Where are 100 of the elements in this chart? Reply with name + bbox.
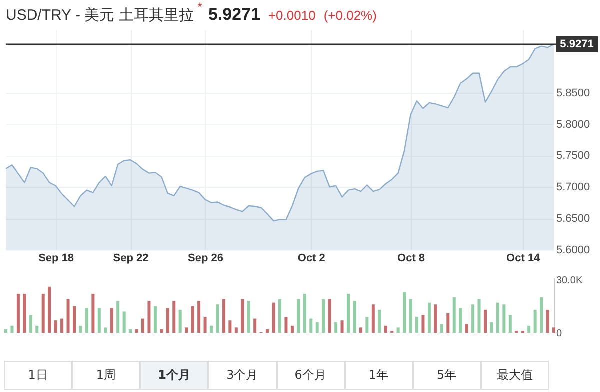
bar xyxy=(234,328,238,333)
bar xyxy=(79,326,82,333)
bar xyxy=(92,294,95,333)
bar xyxy=(347,294,350,333)
y-tick-label: 5.8500 xyxy=(556,87,590,100)
y-tick-label: 0 xyxy=(556,328,562,340)
y-tick-label: 5.8000 xyxy=(556,118,590,131)
text: 5年 xyxy=(412,361,481,390)
bar xyxy=(228,320,232,333)
text: * xyxy=(198,0,202,14)
bar xyxy=(297,299,300,333)
bar xyxy=(247,301,250,333)
bar xyxy=(272,302,276,333)
bar xyxy=(110,308,114,333)
text: 1日 xyxy=(4,361,72,390)
bar xyxy=(440,324,444,333)
bar xyxy=(452,298,456,333)
bar xyxy=(484,310,487,333)
y-tick-label: 5.6000 xyxy=(556,244,590,256)
bar xyxy=(16,294,20,333)
bar xyxy=(216,304,220,333)
bar xyxy=(478,299,481,333)
bar xyxy=(204,317,207,333)
bar xyxy=(359,328,362,333)
bar xyxy=(142,318,144,333)
bar xyxy=(166,308,170,333)
bar xyxy=(422,315,425,333)
bar xyxy=(36,326,39,333)
y-tick-label: 5.6500 xyxy=(556,213,590,226)
bar xyxy=(528,326,531,333)
bar xyxy=(540,298,544,333)
bar xyxy=(116,301,120,333)
bar xyxy=(490,322,494,333)
bar xyxy=(465,324,468,333)
bar xyxy=(403,292,406,333)
bar xyxy=(129,329,132,333)
bar xyxy=(222,299,226,333)
bar xyxy=(10,326,14,333)
bar xyxy=(508,315,512,333)
bar xyxy=(366,317,369,333)
bar xyxy=(446,313,450,333)
bar xyxy=(546,310,550,333)
bar xyxy=(353,301,356,333)
bar xyxy=(496,302,500,333)
bar xyxy=(185,328,188,333)
bar xyxy=(60,318,64,333)
bar xyxy=(210,326,213,333)
bar xyxy=(172,301,176,333)
x-tick-label: Oct 8 xyxy=(398,252,426,264)
bar xyxy=(290,326,294,333)
bar xyxy=(384,326,388,333)
text: 3个月 xyxy=(208,361,276,390)
bar xyxy=(42,294,45,333)
x-tick-label: Oct 14 xyxy=(506,252,542,264)
text: +0.0010 xyxy=(268,8,316,22)
text: 5.9271 xyxy=(208,5,260,25)
bar xyxy=(122,312,126,333)
bar xyxy=(48,286,52,333)
bar xyxy=(266,329,270,333)
bar xyxy=(254,318,257,333)
bar xyxy=(328,299,332,333)
bar xyxy=(278,299,282,333)
bar xyxy=(372,304,375,333)
bar xyxy=(4,329,8,333)
text: 最大值 xyxy=(480,361,549,390)
bar xyxy=(378,310,382,333)
bar xyxy=(322,299,326,333)
bar xyxy=(334,322,338,333)
x-tick-label: Sep 22 xyxy=(113,252,149,264)
y-tick-label: 5.7500 xyxy=(556,150,590,162)
bar xyxy=(160,329,164,333)
text: 1个月 xyxy=(140,361,208,390)
bar xyxy=(104,328,108,333)
text: (+0.02%) xyxy=(324,8,377,22)
bar xyxy=(340,320,344,333)
bar xyxy=(73,306,76,333)
bar xyxy=(409,299,412,333)
bar xyxy=(135,329,138,333)
bar xyxy=(434,304,438,333)
bar xyxy=(66,299,70,333)
y-tick-label: 5.7000 xyxy=(556,182,590,194)
bar xyxy=(54,320,58,333)
bar xyxy=(29,315,32,333)
bar xyxy=(534,310,537,333)
bar xyxy=(154,306,157,333)
bar xyxy=(428,302,431,333)
bar xyxy=(552,328,556,333)
bar xyxy=(284,317,288,333)
bar xyxy=(416,317,418,333)
bar xyxy=(459,308,462,333)
bar xyxy=(502,304,506,333)
text: 6个月 xyxy=(276,361,345,390)
x-tick-label: Sep 26 xyxy=(188,252,224,264)
y-tick-label: 30.0K xyxy=(556,275,583,286)
bar xyxy=(85,308,88,333)
bar xyxy=(198,301,201,333)
x-tick-label: Sep 18 xyxy=(38,252,74,264)
bar xyxy=(396,328,400,333)
bar xyxy=(148,301,151,333)
bar xyxy=(191,306,194,333)
